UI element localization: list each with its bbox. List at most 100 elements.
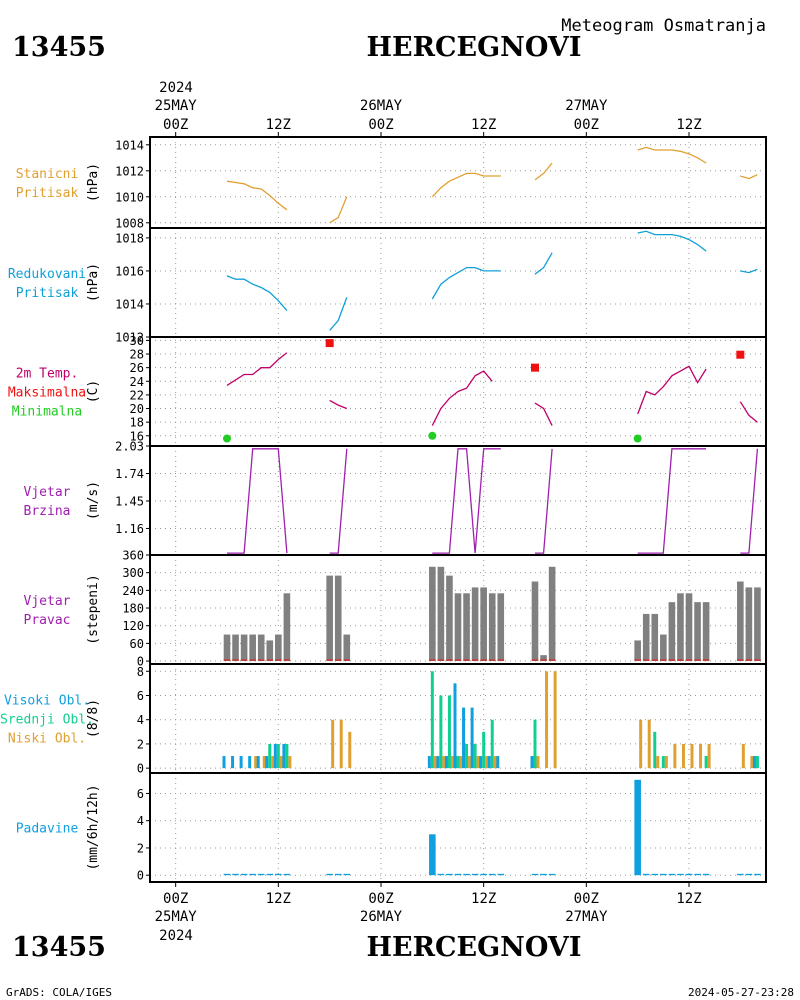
y-tick-label: 2 [137, 737, 144, 751]
data-bar [326, 873, 333, 876]
axis-label: (hPa) [86, 163, 101, 202]
cloud-bar [661, 756, 665, 769]
panels: 1008101010121014(hPa)StanicniPritisak101… [0, 98, 767, 925]
panel-label: Pritisak [16, 186, 79, 201]
data-bar [651, 613, 659, 662]
min-marker [223, 434, 231, 443]
hour-label-bottom: 00Z [574, 891, 599, 907]
series-line [740, 448, 759, 554]
y-tick-label: 20 [130, 402, 144, 416]
cloud-bar [288, 756, 292, 769]
panel-frame [149, 772, 767, 883]
y-tick-label: 4 [137, 713, 144, 727]
hour-label-top: 00Z [574, 117, 599, 133]
cloud-bar [755, 756, 759, 769]
cloud-bar [265, 756, 269, 769]
cloud-bar [533, 719, 537, 769]
series-line [226, 275, 288, 312]
cloud-bar [470, 707, 474, 769]
y-tick-label: 26 [130, 361, 144, 375]
cloud-bar [339, 719, 343, 769]
panel-label: Maksimalna [8, 386, 86, 401]
day-label-bottom: 25MAY [155, 909, 198, 925]
cloud-bar [279, 756, 283, 769]
cloud-bar [699, 743, 703, 769]
series-line [431, 266, 501, 300]
data-bar [249, 873, 256, 876]
data-bar [685, 873, 693, 876]
panel-2: 1012 1014 1016 1018 (hPa)Redukovani Pritisak [8, 227, 767, 345]
hour-label-bottom: 00Z [368, 891, 393, 907]
cloud-bar [254, 756, 258, 769]
panel-label: Padavine [16, 822, 79, 837]
footer-timestamp: 2024-05-27-23:28 [688, 986, 794, 999]
cloud-bar [459, 756, 463, 769]
y-tick-label: 6 [137, 787, 144, 801]
cloud-bar [647, 719, 651, 769]
time-axis: 00Z 00Z 12Z 12Z 00Z 00Z 12Z 12Z 00Z 00Z 12Z 12Z 25MA… [155, 98, 702, 925]
min-marker [428, 431, 437, 440]
data-bar [480, 587, 487, 662]
series-line [226, 180, 288, 211]
data-bar [548, 566, 556, 662]
cloud-bar [468, 756, 472, 769]
data-bar [668, 602, 676, 662]
cloud-bar [456, 756, 460, 769]
data-bar [232, 634, 239, 662]
data-bar [540, 873, 547, 876]
data-bar [429, 834, 436, 876]
data-bar [257, 634, 265, 662]
axis-label: (mm/6h/12h) [86, 784, 101, 870]
cloud-bar [681, 743, 685, 769]
hour-label-top: 12Z [676, 117, 701, 133]
y-tick-label: 18 [130, 416, 144, 430]
data-bar [754, 587, 761, 662]
series-line [637, 448, 707, 554]
day-label-top: 25MAY [155, 98, 198, 114]
cloud-bar [496, 756, 500, 769]
cloud-bar [545, 671, 549, 769]
panel-frame [149, 227, 767, 338]
cloud-bar [476, 756, 480, 769]
series-line [432, 448, 501, 554]
data-bar [437, 873, 445, 876]
data-bar [677, 593, 684, 662]
data-bar [275, 873, 282, 876]
data-bar [702, 873, 710, 876]
panel-label: Pravac [24, 613, 71, 628]
series-line [637, 365, 707, 415]
station-id-bottom: 13455 [12, 932, 106, 963]
cloud-bar [493, 756, 497, 769]
y-tick-label: 300 [122, 566, 144, 580]
cloud-bar [656, 756, 660, 769]
series-line [534, 252, 553, 275]
data-bar [497, 873, 505, 876]
panel-label: Vjetar [24, 594, 71, 609]
axis-label: (stepeni) [86, 574, 101, 644]
series-line [740, 268, 758, 274]
y-tick-label: 1.45 [115, 494, 144, 508]
max-marker [531, 363, 539, 372]
y-tick-label: 1016 [115, 264, 144, 278]
hour-label-bottom: 00Z [163, 891, 188, 907]
day-label-bottom: 27MAY [565, 909, 608, 925]
cloud-bar [348, 731, 352, 769]
data-bar [702, 602, 710, 662]
y-tick-label: 240 [122, 584, 144, 598]
data-bar [651, 873, 659, 876]
data-bar [745, 873, 753, 876]
data-bar [266, 873, 274, 876]
panel-label: Srednji Obl. [0, 713, 94, 728]
data-bar [240, 634, 248, 662]
data-bar [531, 581, 539, 662]
data-bar [694, 602, 701, 662]
cloud-bar [239, 756, 243, 769]
y-tick-label: 4 [137, 814, 144, 828]
data-bar [446, 575, 453, 662]
panel-1: 1008 1010 1012 1014 (hPa) Stanicni Pritisak [16, 136, 767, 230]
max-marker [325, 339, 334, 348]
station-name-top: HERCEGNOVI [367, 32, 582, 63]
data-bar [540, 655, 547, 662]
station-name-bottom: HERCEGNOVI [367, 932, 582, 963]
